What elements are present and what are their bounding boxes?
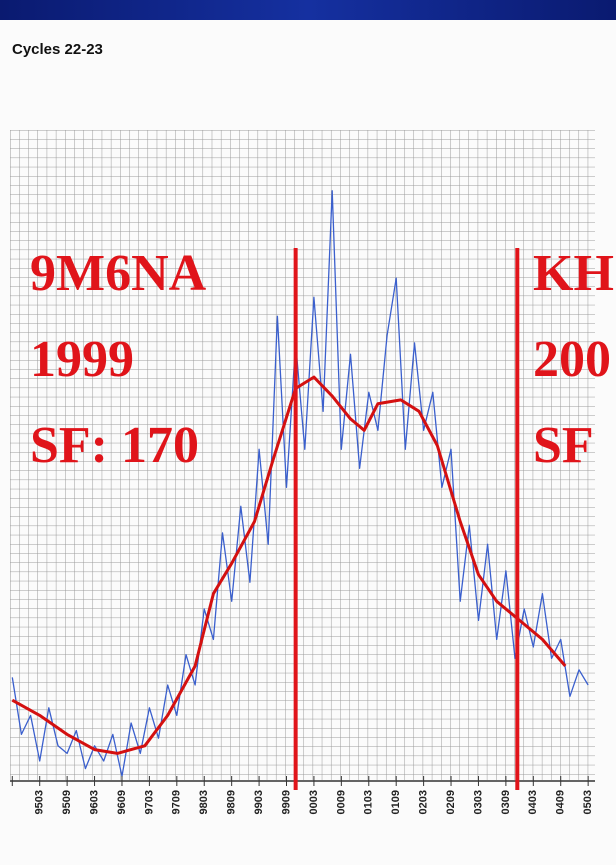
- annotation: KH: [533, 245, 614, 302]
- x-tick-label: 0403: [527, 790, 539, 814]
- x-tick-label: 9709: [171, 790, 183, 814]
- x-tick-label: 9809: [226, 790, 238, 814]
- header-band: [0, 0, 616, 20]
- x-tick-label: 0003: [308, 790, 320, 814]
- x-tick-label: 0203: [418, 790, 430, 814]
- annotation: 200: [533, 331, 611, 388]
- x-tick-label: 0109: [390, 790, 402, 814]
- x-tick-label: 9703: [143, 790, 155, 814]
- series-line: [11, 375, 567, 755]
- x-tick-label: 9803: [198, 790, 210, 814]
- x-tick-label: 0009: [335, 790, 347, 814]
- x-tick-label: 9603: [88, 790, 100, 814]
- x-tick-label: 0503: [582, 790, 594, 814]
- x-tick-label: 0209: [445, 790, 457, 814]
- x-tick-label: 0103: [363, 790, 375, 814]
- annotation: 9M6NA: [30, 245, 207, 302]
- plot-area: [11, 190, 589, 777]
- x-tick-label: 9509: [61, 790, 73, 814]
- x-tick-label: 9909: [280, 790, 292, 814]
- series-line: [11, 190, 589, 777]
- annotation: SF: [533, 417, 594, 474]
- x-tick-label: 0409: [555, 790, 567, 814]
- annotation: 1999: [30, 331, 134, 388]
- x-tick-label: 9903: [253, 790, 265, 814]
- grid: [10, 130, 595, 780]
- x-tick-label: 9609: [116, 790, 128, 814]
- x-tick-label: 0303: [472, 790, 484, 814]
- x-tick-label: 9503: [34, 790, 46, 814]
- annotation: SF: 170: [30, 417, 199, 474]
- x-tick-label: 0309: [500, 790, 512, 814]
- chart-title: Cycles 22-23: [12, 41, 103, 58]
